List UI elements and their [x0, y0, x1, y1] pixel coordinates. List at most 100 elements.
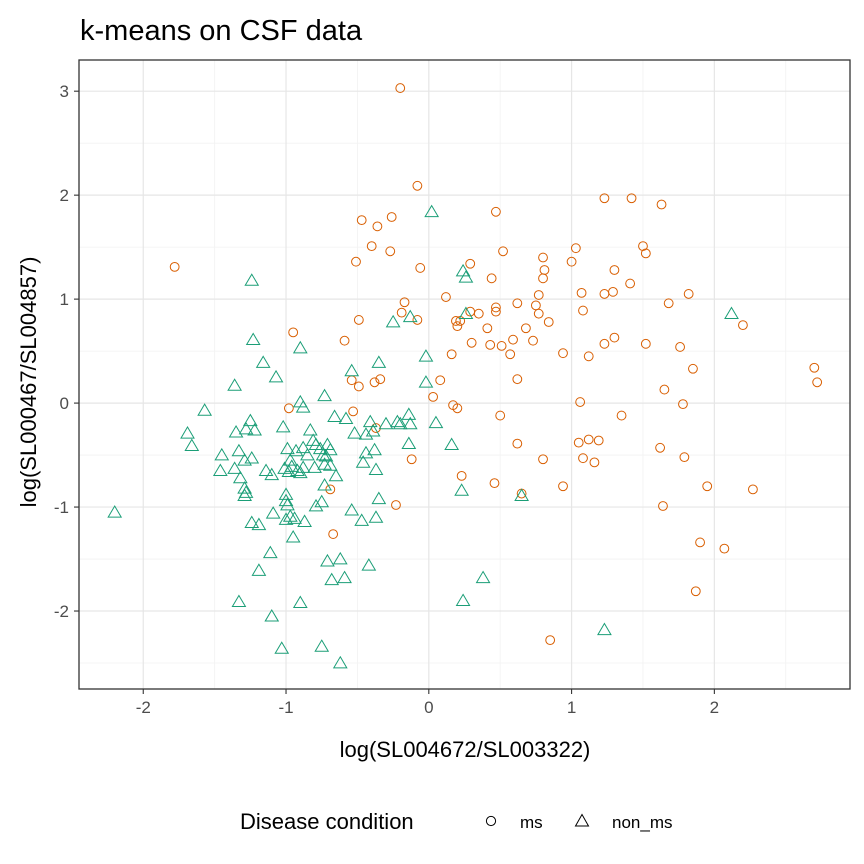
data-point-ms: [738, 320, 748, 331]
legend-label-ms: ms: [520, 813, 543, 832]
data-point-ms: [482, 323, 493, 334]
data-point-non_ms: [324, 572, 340, 586]
data-point-non_ms: [458, 270, 474, 283]
data-point-ms: [353, 315, 364, 325]
series-ms: [169, 83, 823, 646]
data-point-ms: [466, 337, 477, 348]
data-point-ms: [558, 481, 568, 492]
data-point-ms: [495, 410, 506, 421]
data-point-ms: [530, 300, 541, 311]
data-point-ms: [570, 243, 581, 254]
data-point-ms: [575, 397, 586, 407]
data-point-non_ms: [475, 570, 491, 584]
data-point-ms: [283, 403, 294, 414]
data-point-ms: [583, 434, 594, 445]
data-point-ms: [428, 391, 438, 402]
data-point-ms: [369, 377, 380, 388]
data-point-ms: [451, 316, 461, 326]
data-point-non_ms: [288, 443, 304, 457]
data-point-non_ms: [402, 309, 418, 323]
data-point-non_ms: [355, 455, 371, 468]
data-point-ms: [599, 338, 610, 349]
data-point-ms: [658, 501, 668, 511]
data-point-ms: [578, 305, 588, 316]
data-point-ms: [659, 384, 670, 395]
data-point-non_ms: [237, 481, 253, 494]
data-point-ms: [346, 375, 357, 386]
data-point-ms: [452, 403, 463, 414]
data-point-ms: [496, 341, 507, 351]
data-point-non_ms: [365, 423, 381, 437]
data-point-non_ms: [247, 422, 263, 436]
data-point-non_ms: [455, 593, 471, 606]
data-point-ms: [638, 241, 648, 252]
y-tick-label: 0: [60, 394, 69, 413]
data-point-ms: [386, 212, 397, 222]
data-point-non_ms: [232, 470, 248, 484]
legend-title: Disease condition: [240, 809, 414, 834]
data-point-non_ms: [255, 355, 271, 368]
legend-non-ms-triangle-icon: [574, 813, 590, 827]
data-point-ms: [576, 287, 587, 298]
data-point-non_ms: [338, 411, 354, 425]
data-point-non_ms: [237, 488, 253, 501]
data-point-non_ms: [251, 517, 267, 531]
data-point-non_ms: [314, 639, 330, 652]
data-point-non_ms: [295, 400, 311, 413]
data-point-ms: [512, 298, 523, 309]
data-point-non_ms: [180, 426, 195, 439]
data-point-ms: [412, 180, 423, 191]
data-point-ms: [512, 438, 523, 449]
data-point-ms: [809, 362, 820, 373]
data-point-non_ms: [244, 515, 260, 528]
data-point-non_ms: [514, 488, 529, 501]
data-point-non_ms: [227, 378, 243, 391]
data-point-non_ms: [361, 558, 377, 571]
data-point-non_ms: [401, 407, 417, 420]
data-point-non_ms: [317, 388, 332, 402]
data-point-ms: [538, 454, 548, 465]
data-point-ms: [441, 292, 451, 302]
data-point-non_ms: [212, 463, 228, 477]
data-point-non_ms: [418, 375, 434, 388]
data-point-ms: [385, 246, 396, 257]
data-point-ms: [538, 252, 548, 263]
data-point-ms: [589, 457, 600, 468]
data-point-non_ms: [302, 422, 318, 436]
data-point-ms: [578, 453, 588, 464]
data-point-ms: [452, 321, 463, 332]
data-point-non_ms: [358, 445, 374, 459]
data-point-non_ms: [362, 414, 378, 428]
data-point-non_ms: [322, 458, 338, 471]
data-point-ms: [415, 263, 426, 273]
y-tick-label: -2: [54, 602, 69, 621]
data-point-ms: [583, 351, 594, 362]
data-point-ms: [609, 265, 620, 275]
data-point-ms: [675, 342, 685, 352]
data-point-non_ms: [344, 502, 360, 516]
data-point-non_ms: [307, 460, 322, 473]
data-point-non_ms: [337, 570, 352, 584]
data-point-ms: [491, 306, 501, 317]
data-point-non_ms: [184, 438, 200, 452]
data-point-non_ms: [244, 451, 260, 464]
data-point-non_ms: [258, 463, 274, 477]
data-point-ms: [406, 454, 417, 465]
x-tick-label: -2: [136, 698, 151, 717]
data-point-ms: [366, 241, 377, 252]
data-point-ms: [348, 406, 359, 417]
data-point-ms: [545, 635, 556, 646]
data-point-non_ms: [262, 545, 278, 559]
data-point-ms: [690, 586, 701, 597]
data-point-non_ms: [251, 563, 267, 576]
data-point-non_ms: [358, 427, 374, 440]
data-point-ms: [609, 332, 620, 343]
data-point-non_ms: [227, 461, 243, 474]
x-axis-ticks: -2 -1 0 1 2: [136, 689, 719, 717]
data-point-non_ms: [308, 498, 324, 512]
data-point-non_ms: [278, 493, 294, 507]
data-point-ms: [719, 543, 730, 554]
data-point-ms: [351, 256, 361, 267]
data-point-non_ms: [245, 332, 261, 346]
data-point-ms: [391, 500, 401, 510]
